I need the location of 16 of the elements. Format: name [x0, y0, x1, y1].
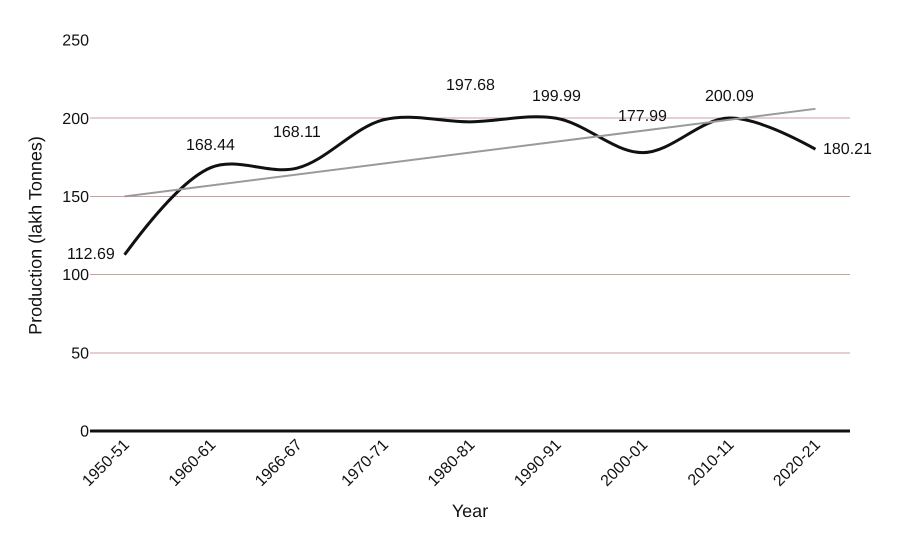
- data-label: 112.69: [67, 246, 115, 263]
- y-tick-label: 250: [62, 32, 90, 50]
- y-tick-label: 50: [71, 345, 90, 362]
- y-tick-label: 150: [62, 189, 90, 206]
- data-label: 200.09: [705, 88, 754, 105]
- data-label: 199.99: [532, 88, 582, 105]
- y-axis-title: Production (lakh Tonnes): [25, 136, 46, 335]
- data-label: 177.99: [618, 108, 668, 125]
- data-label: 197.68: [446, 77, 496, 94]
- y-tick-label: 0: [80, 424, 90, 441]
- x-axis-title: Year: [452, 501, 488, 522]
- data-label: 180.21: [823, 141, 872, 158]
- y-tick-label: 200: [62, 110, 90, 128]
- y-tick-label: 100: [62, 267, 90, 284]
- data-label: 168.11: [273, 124, 321, 141]
- data-label: 168.44: [186, 137, 236, 154]
